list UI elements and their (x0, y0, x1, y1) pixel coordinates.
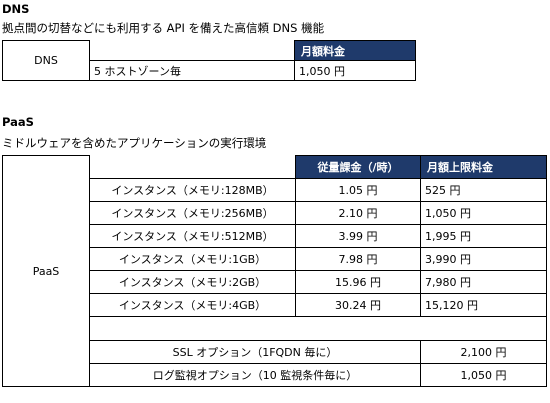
usage-fee-header: 従量課金（/時） (295, 155, 421, 179)
dns-monthly-fee-header: 月額料金 (294, 40, 416, 61)
dns-price: 1,050 円 (294, 60, 416, 81)
option-price: 2,100 円 (420, 340, 547, 364)
instance-name: インスタンス（メモリ:512MB） (89, 224, 296, 248)
instance-monthly-cap: 3,990 円 (420, 247, 547, 271)
dns-data-row: 5 ホストゾーン毎 1,050 円 (3, 60, 416, 81)
dns-pricing-table: DNS 月額料金 5 ホストゾーン毎 1,050 円 (2, 40, 416, 81)
table-row: インスタンス（メモリ:4GB） 30.24 円 15,120 円 (3, 293, 547, 317)
instance-hourly-fee: 7.98 円 (295, 247, 421, 271)
paas-header-row: PaaS 従量課金（/時） 月額上限料金 (2, 155, 547, 387)
spacer-cell (89, 316, 547, 341)
instance-monthly-cap: 15,120 円 (420, 293, 547, 317)
dns-header-row: DNS 月額料金 (2, 40, 416, 81)
option-row: ログ監視オプション（10 監視条件毎に） 1,050 円 (3, 363, 547, 387)
option-price: 1,050 円 (420, 363, 547, 387)
paas-section-description: ミドルウェアを含めたアプリケーションの実行環境 (2, 136, 267, 150)
paas-row-label: PaaS (2, 155, 90, 387)
instance-name: インスタンス（メモリ:1GB） (89, 247, 296, 271)
instance-hourly-fee: 1.05 円 (295, 178, 421, 202)
instance-monthly-cap: 1,995 円 (420, 224, 547, 248)
paas-pricing-table: PaaS 従量課金（/時） 月額上限料金 インスタンス（メモリ:128MB） 1… (2, 155, 547, 387)
dns-section-description: 拠点間の切替などにも利用する API を備えた高信頼 DNS 機能 (2, 21, 325, 35)
instance-monthly-cap: 7,980 円 (420, 270, 547, 294)
spacer-row (3, 316, 547, 341)
dns-section-title: DNS (2, 2, 30, 16)
instance-hourly-fee: 30.24 円 (295, 293, 421, 317)
instance-monthly-cap: 525 円 (420, 178, 547, 202)
table-row: インスタンス（メモリ:2GB） 15.96 円 7,980 円 (3, 270, 547, 294)
instance-hourly-fee: 15.96 円 (295, 270, 421, 294)
instance-name: インスタンス（メモリ:4GB） (89, 293, 296, 317)
option-name: ログ監視オプション（10 監視条件毎に） (89, 363, 421, 387)
instance-monthly-cap: 1,050 円 (420, 201, 547, 225)
paas-header-blank (89, 155, 296, 179)
instance-name: インスタンス（メモリ:256MB） (89, 201, 296, 225)
dns-item: 5 ホストゾーン毎 (89, 60, 295, 81)
instance-hourly-fee: 2.10 円 (295, 201, 421, 225)
instance-name: インスタンス（メモリ:128MB） (89, 178, 296, 202)
dns-header-blank (89, 40, 295, 61)
instance-name: インスタンス（メモリ:2GB） (89, 270, 296, 294)
table-row: インスタンス（メモリ:512MB） 3.99 円 1,995 円 (3, 224, 547, 248)
monthly-cap-header: 月額上限料金 (420, 155, 547, 179)
table-row: インスタンス（メモリ:256MB） 2.10 円 1,050 円 (3, 201, 547, 225)
option-name: SSL オプション（1FQDN 毎に） (89, 340, 421, 364)
instance-hourly-fee: 3.99 円 (295, 224, 421, 248)
paas-section-title: PaaS (2, 115, 34, 129)
dns-row-label: DNS (2, 40, 90, 81)
